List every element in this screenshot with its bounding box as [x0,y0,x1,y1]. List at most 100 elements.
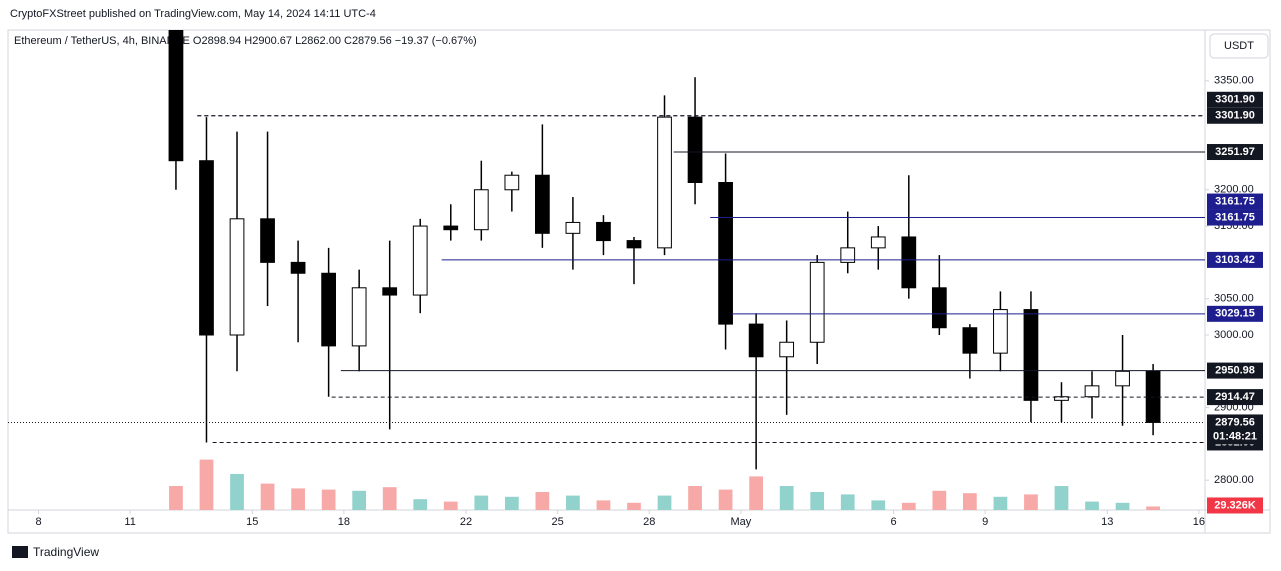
candle-body [718,181,733,325]
level-label-box [1207,91,1263,108]
y-tick-label: 2800.00 [1214,474,1254,486]
volume-bar [901,502,916,510]
currency-button[interactable] [1209,33,1269,59]
y-tick-label: 3350.00 [1214,75,1254,87]
volume-bar [260,483,275,510]
volume-bar [1054,486,1069,510]
x-tick-label: 18 [338,516,350,528]
volume-bar [688,486,702,510]
volume-bar [169,486,183,510]
candle-body [931,287,947,329]
x-tick-label: 9 [982,516,988,528]
current-price-label: 2879.56 [1215,416,1255,428]
volume-bar [627,502,641,510]
current-price-box [1207,414,1263,445]
candle-body [229,218,245,336]
volume-bar [1146,506,1160,510]
candle-body [687,116,703,183]
volume-bar [779,486,794,510]
volume-bar [504,496,519,510]
candle-body [473,189,489,231]
candle-body [321,272,336,347]
volume-bar [932,490,947,510]
frame [7,29,1271,534]
candle-body [809,261,825,343]
volume-bar [443,501,458,510]
x-tick-label: 28 [643,516,655,528]
candle-body [779,341,795,358]
candle-body [840,247,856,263]
volume-bar [871,500,886,510]
volume-bar [810,492,825,510]
volume-bar [963,493,977,510]
candle-body [351,287,367,347]
header: CryptoFXStreet published on TradingView.… [10,8,376,20]
level-label: 3161.75 [1215,211,1255,223]
x-tick-label: 11 [124,516,135,528]
level-label: 3161.75 [1215,195,1255,207]
x-tick-label: 22 [460,516,472,528]
candle-body [657,116,672,249]
volume-label-box [1207,497,1263,514]
currency[interactable]: USDT [1224,40,1254,52]
volume-bar [718,489,733,510]
candle-body [596,221,611,242]
volume-bar [749,476,763,510]
volume-bar [291,488,305,510]
level-label: 3301.90 [1215,110,1255,122]
candle-body [290,261,306,274]
candle-body [260,218,275,263]
candle-body [168,30,184,162]
level-label-box [1207,362,1263,379]
candle-body [870,236,886,249]
level-label-box [1207,107,1263,124]
candle-body [993,309,1008,354]
volume-bar [566,495,580,510]
x-tick-label: 25 [552,516,564,528]
y-tick-label: 3050.00 [1214,293,1254,305]
candle-body [1084,385,1100,398]
candle-body [504,174,520,191]
level-label-box [1207,209,1263,226]
level-label: 2950.98 [1215,364,1255,376]
candle-body [535,174,550,234]
level-label: 3251.97 [1215,146,1255,158]
candle-body [199,160,214,336]
volume-bar [596,500,611,510]
level-label-box [1207,193,1263,210]
x-tick-label: 16 [1193,516,1205,528]
logo [12,546,28,558]
volume-bar [535,492,550,510]
x-tick-label: 13 [1101,516,1113,528]
candle-body [962,327,978,354]
y-tick-label: 3200.00 [1214,184,1254,196]
volume-label: 29.326K [1214,499,1256,511]
volume-bar [1085,501,1099,510]
level-label-box [1207,305,1263,322]
volume-bar [352,490,367,510]
level-label-box [1207,144,1263,161]
volume-bar [413,499,428,510]
x-tick-label: 6 [890,516,896,528]
symbol-info: Ethereum / TetherUS, 4h, BINANCE O2898.9… [14,35,477,47]
level-label: 3301.90 [1215,94,1255,106]
volume-bar [840,494,855,510]
x-tick-label: 8 [35,516,41,528]
countdown: 01:48:21 [1213,430,1257,442]
volume-bar [657,495,672,510]
volume-bar [993,496,1008,510]
level-label-box [1207,251,1263,268]
source: TradingView [33,545,99,559]
volume-bar [1115,502,1130,510]
level-label: 3029.15 [1215,308,1255,320]
candle-body [748,323,764,358]
candle-body [901,236,917,289]
candle-body [626,240,642,249]
volume-bar [1024,494,1038,510]
level-label-box [1207,389,1263,406]
x-tick-label: May [730,516,751,528]
candle-body [443,225,459,231]
candle-body [382,287,398,296]
